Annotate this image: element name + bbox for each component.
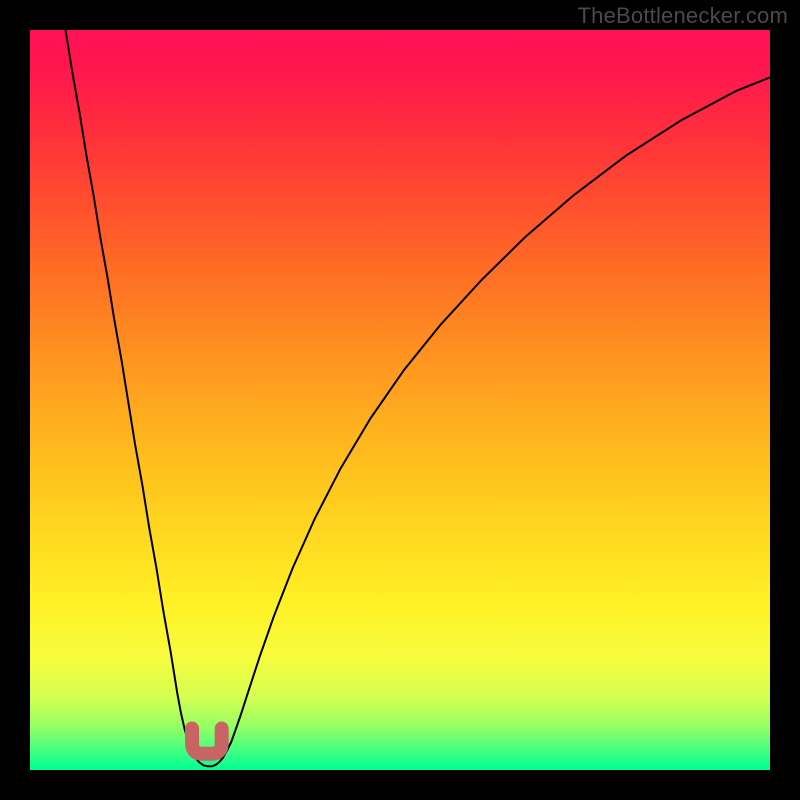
chart-container: TheBottlenecker.com (0, 0, 800, 800)
chart-gradient-bg (30, 30, 770, 770)
bottleneck-chart (0, 0, 800, 800)
site-watermark: TheBottlenecker.com (578, 3, 788, 29)
